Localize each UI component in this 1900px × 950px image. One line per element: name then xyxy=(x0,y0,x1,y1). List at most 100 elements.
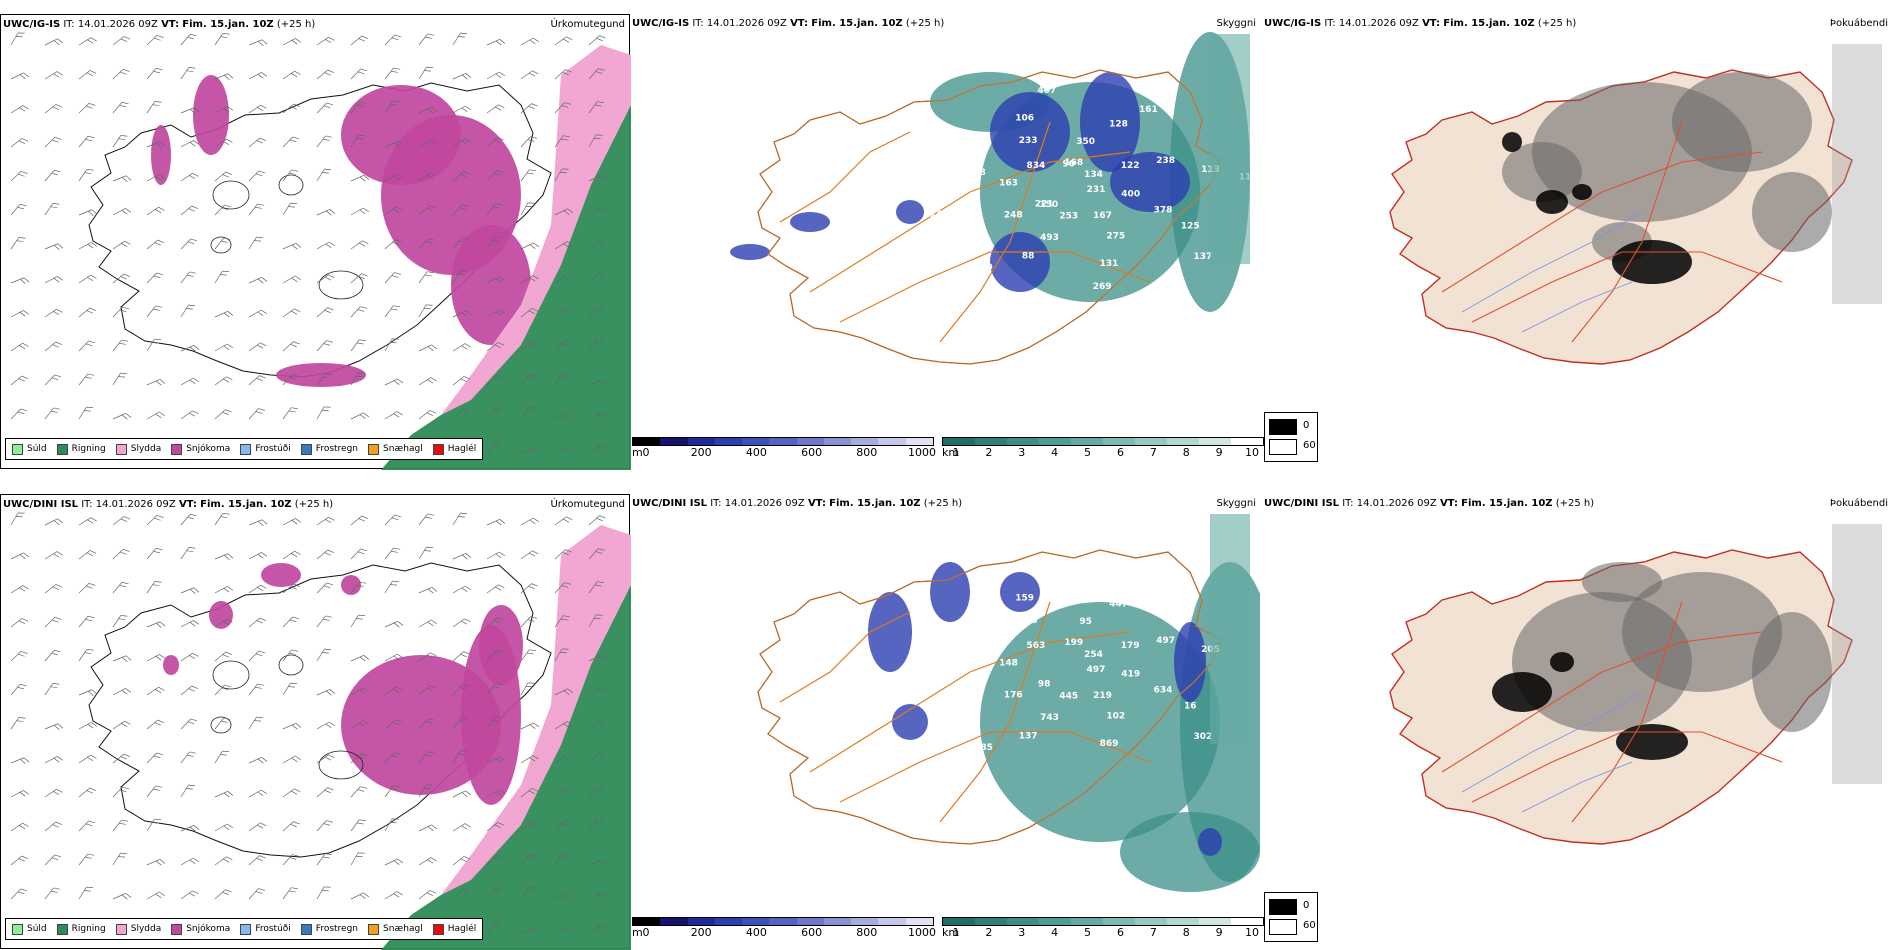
wind-barb-shaft xyxy=(282,275,296,284)
wind-barb-flag xyxy=(361,35,369,39)
ceiling-value-label: 264 xyxy=(961,211,980,221)
wind-barb xyxy=(44,71,63,80)
fog-area xyxy=(1502,142,1582,202)
colorbar-tick: 9 xyxy=(1215,926,1223,939)
wind-barb-flag xyxy=(461,792,468,797)
wind-barb-flag xyxy=(295,243,302,248)
ceiling-area xyxy=(892,704,928,740)
wind-barb-flag xyxy=(187,516,195,520)
wind-barb-flag xyxy=(597,927,604,932)
colorbar-tick: 10 xyxy=(1245,446,1259,459)
wind-barb xyxy=(44,649,61,662)
wind-barb-flag xyxy=(156,514,164,518)
wind-barb xyxy=(554,926,574,934)
wind-barb-shaft xyxy=(350,35,362,46)
wind-barb-shaft xyxy=(214,310,228,318)
wind-barb-flag xyxy=(531,103,538,107)
legend-label: Slydda xyxy=(130,924,162,934)
wind-barb-shaft xyxy=(554,413,569,420)
visibility-colorbar-bottom: km 1 2 3 4 5 6 7 8 9 10 xyxy=(942,917,1264,943)
wind-barb-flag xyxy=(157,239,165,243)
wind-barb-flag xyxy=(86,169,94,171)
wind-barb-flag xyxy=(186,70,194,72)
glacier-outline xyxy=(318,750,364,780)
wind-barb-shaft xyxy=(44,170,55,182)
wind-barb-shaft xyxy=(282,202,291,216)
wind-barb-flag xyxy=(158,891,165,896)
wind-barb-flag xyxy=(18,620,26,625)
wind-barb-flag xyxy=(289,139,297,143)
wind-barb-shaft xyxy=(78,886,87,900)
wind-barb xyxy=(486,887,503,900)
wind-barb-flag xyxy=(289,619,297,623)
wind-barb-shaft xyxy=(248,375,260,386)
wind-barb-shaft xyxy=(384,620,398,628)
colorbar-tick: 0 xyxy=(642,446,650,459)
wind-barb xyxy=(418,784,433,798)
wind-barb-shaft xyxy=(418,857,432,866)
wind-barb-flag xyxy=(358,38,365,42)
wind-barb-flag xyxy=(321,889,329,892)
wind-barb-shaft xyxy=(350,786,361,798)
wind-barb-shaft xyxy=(282,616,293,628)
wind-barb-shaft xyxy=(10,310,24,318)
wind-barb-flag xyxy=(294,308,301,313)
wind-barb-shaft xyxy=(384,140,398,148)
ceiling-value-label: 247 xyxy=(943,144,962,154)
ceiling-value-label: 167 xyxy=(1093,211,1112,221)
wind-barb xyxy=(146,411,165,420)
wind-barb-flag xyxy=(393,380,400,385)
colorbar-tick: 7 xyxy=(1149,926,1157,939)
ceiling-value-label: 168 xyxy=(1064,158,1083,168)
wind-barb-flag xyxy=(495,758,502,763)
wind-barb-flag xyxy=(85,856,92,859)
wind-barb-shaft xyxy=(44,104,57,114)
wind-barb-flag xyxy=(359,894,366,899)
wind-barb xyxy=(214,409,232,420)
wind-barb-flag xyxy=(54,616,62,620)
wind-barb-shaft xyxy=(350,720,363,730)
wind-barb-flag xyxy=(22,342,29,347)
wind-barb-flag xyxy=(54,724,60,730)
wind-barb-shaft xyxy=(180,620,194,628)
colorbar-tick: 6 xyxy=(1116,446,1124,459)
wind-barb xyxy=(282,308,301,318)
wind-barb-flag xyxy=(225,651,233,655)
wind-barb-flag xyxy=(393,893,400,898)
ceiling-value-label: 285 xyxy=(974,743,993,753)
wind-barb-shaft xyxy=(350,412,364,420)
wind-barb-shaft xyxy=(44,71,58,80)
glacier-outline xyxy=(278,174,304,196)
wind-barb-flag xyxy=(292,374,299,377)
wind-barb-flag xyxy=(159,859,166,864)
wind-barb-flag xyxy=(598,272,606,276)
snow-area xyxy=(479,605,523,685)
legend-swatch xyxy=(12,443,23,455)
wind-barb-shaft xyxy=(214,237,224,250)
wind-barb xyxy=(452,750,467,764)
wind-barb xyxy=(486,407,503,420)
wind-barb xyxy=(418,106,438,114)
wind-barb xyxy=(316,820,333,832)
wind-barb-flag xyxy=(227,106,234,111)
wind-barb-shaft xyxy=(112,306,123,318)
wind-barb-flag xyxy=(427,271,434,274)
wind-barb-shaft xyxy=(10,408,21,420)
wind-barb-flag xyxy=(462,408,470,412)
wind-barb-flag xyxy=(596,242,604,247)
wind-barb-shaft xyxy=(520,169,530,182)
wind-barb-flag xyxy=(22,105,29,110)
wind-barb-shaft xyxy=(44,308,57,318)
wind-barb xyxy=(282,755,301,764)
wind-barb-shaft xyxy=(146,101,156,114)
wind-barb-flag xyxy=(255,206,262,209)
wind-barb-shaft xyxy=(452,72,466,80)
wind-barb-flag xyxy=(223,825,230,830)
wind-barb-flag xyxy=(191,205,199,209)
wind-barb xyxy=(554,615,570,628)
ceiling-value-label: 209 xyxy=(943,624,962,634)
wind-barb-shaft xyxy=(588,581,598,594)
visibility-area xyxy=(1120,812,1260,892)
wind-barb-flag xyxy=(567,893,574,899)
wind-barb xyxy=(180,652,199,662)
